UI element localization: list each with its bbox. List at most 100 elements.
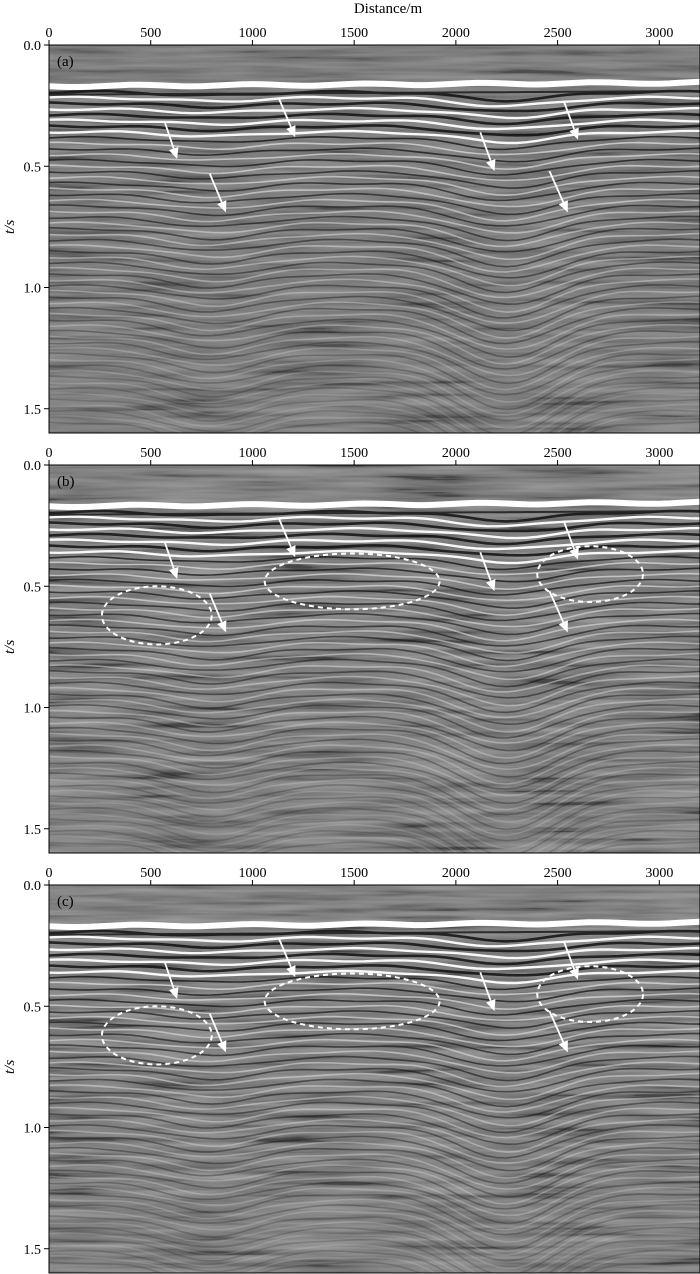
x-tick-label: 1500 — [340, 446, 368, 461]
reflector — [49, 601, 700, 622]
reflector — [49, 1101, 700, 1134]
reflector — [49, 409, 700, 433]
annotation-arrow — [562, 520, 579, 560]
reflector — [49, 749, 700, 790]
reflector — [49, 630, 700, 654]
reflector — [49, 152, 700, 171]
reflector — [49, 129, 700, 145]
reflector — [49, 198, 700, 222]
reflector — [49, 555, 700, 571]
reflector — [49, 721, 700, 759]
y-tick-label: 1.5 — [24, 823, 42, 838]
reflector — [49, 772, 700, 816]
reflector — [49, 238, 700, 268]
reflector — [49, 414, 700, 433]
reflector — [49, 964, 700, 977]
reflector — [49, 783, 700, 831]
reflector — [49, 1220, 700, 1270]
reflector-layers — [49, 498, 700, 853]
reflector — [49, 812, 700, 853]
x-tick-label: 0 — [46, 446, 53, 461]
dashed-ellipse — [100, 585, 213, 646]
reflector — [49, 732, 700, 771]
reflector — [49, 760, 700, 805]
reflector — [49, 1129, 700, 1165]
x-tick-label: 2500 — [544, 866, 572, 881]
reflector — [49, 515, 700, 528]
reflector — [49, 526, 700, 540]
reflector — [49, 380, 700, 430]
reflector — [49, 841, 700, 853]
annotation-arrow — [164, 542, 179, 579]
reflector — [49, 118, 700, 131]
reflector — [49, 935, 700, 948]
panel-b: 0 500 1000 1500 2000 2500 3000 0.0 0.5 1.0 1.5 t/s (… — [2, 446, 700, 854]
reflector — [49, 124, 700, 137]
reflector — [49, 987, 700, 1003]
x-tick-label: 3000 — [645, 446, 673, 461]
annotation-arrow — [548, 170, 568, 213]
reflector — [49, 1209, 700, 1256]
reflector — [49, 646, 700, 673]
x-tick-label: 2000 — [442, 446, 470, 461]
reflector — [49, 743, 700, 785]
y-axis-title: t/s — [2, 1060, 18, 1074]
reflector — [49, 618, 700, 642]
reflector — [49, 1084, 700, 1113]
reflector — [49, 1106, 700, 1139]
reflector — [49, 158, 700, 176]
dashed-ellipse — [536, 545, 645, 604]
reflector — [49, 1226, 700, 1273]
y-axis-title: t/s — [2, 220, 18, 234]
reflector — [49, 1055, 700, 1082]
reflector-layers — [49, 78, 700, 433]
reflector — [49, 572, 700, 591]
reflector — [49, 675, 700, 707]
x-tick-label: 0 — [46, 866, 53, 881]
reflector — [49, 141, 700, 156]
reflector — [49, 1249, 700, 1273]
reflector — [49, 1021, 700, 1042]
reflector — [49, 398, 700, 433]
annotation-arrow — [548, 590, 568, 633]
reflector — [49, 1254, 700, 1273]
reflector — [49, 612, 700, 636]
reflector — [49, 78, 700, 90]
reflector — [49, 624, 700, 647]
reflector — [49, 703, 700, 739]
annotation-arrow — [164, 122, 179, 159]
reflector — [49, 1089, 700, 1119]
reflector — [49, 221, 700, 248]
reflector — [49, 1261, 700, 1273]
reflector — [49, 1004, 700, 1022]
annotation-arrow — [562, 100, 579, 140]
annotation-arrow — [548, 1010, 568, 1053]
y-tick-label: 0.5 — [24, 1000, 42, 1015]
annotation-arrow — [479, 131, 496, 172]
x-tick-label: 2000 — [442, 866, 470, 881]
dashed-ellipse — [263, 972, 441, 1031]
reflector — [49, 658, 700, 688]
reflector — [49, 1123, 700, 1159]
annotation-arrow — [278, 518, 296, 558]
x-tick-label: 1500 — [340, 866, 368, 881]
reflector — [49, 1163, 700, 1205]
reflector — [49, 301, 700, 339]
reflector — [49, 681, 700, 714]
reflector — [49, 766, 700, 811]
reflector — [49, 358, 700, 403]
reflector — [49, 1118, 700, 1153]
x-tick-label: 3000 — [645, 26, 673, 41]
reflector — [49, 549, 700, 565]
reflector — [49, 726, 700, 765]
reflector — [49, 135, 700, 151]
y-tick-label: 1.0 — [24, 282, 42, 297]
reflector — [49, 1032, 700, 1056]
reflector — [49, 164, 700, 182]
x-tick-label: 500 — [140, 26, 161, 41]
annotation-arrow — [164, 962, 179, 999]
y-tick-label: 0.0 — [24, 39, 42, 54]
reflector — [49, 278, 700, 313]
reflector — [49, 567, 700, 583]
reflector — [49, 1243, 700, 1273]
